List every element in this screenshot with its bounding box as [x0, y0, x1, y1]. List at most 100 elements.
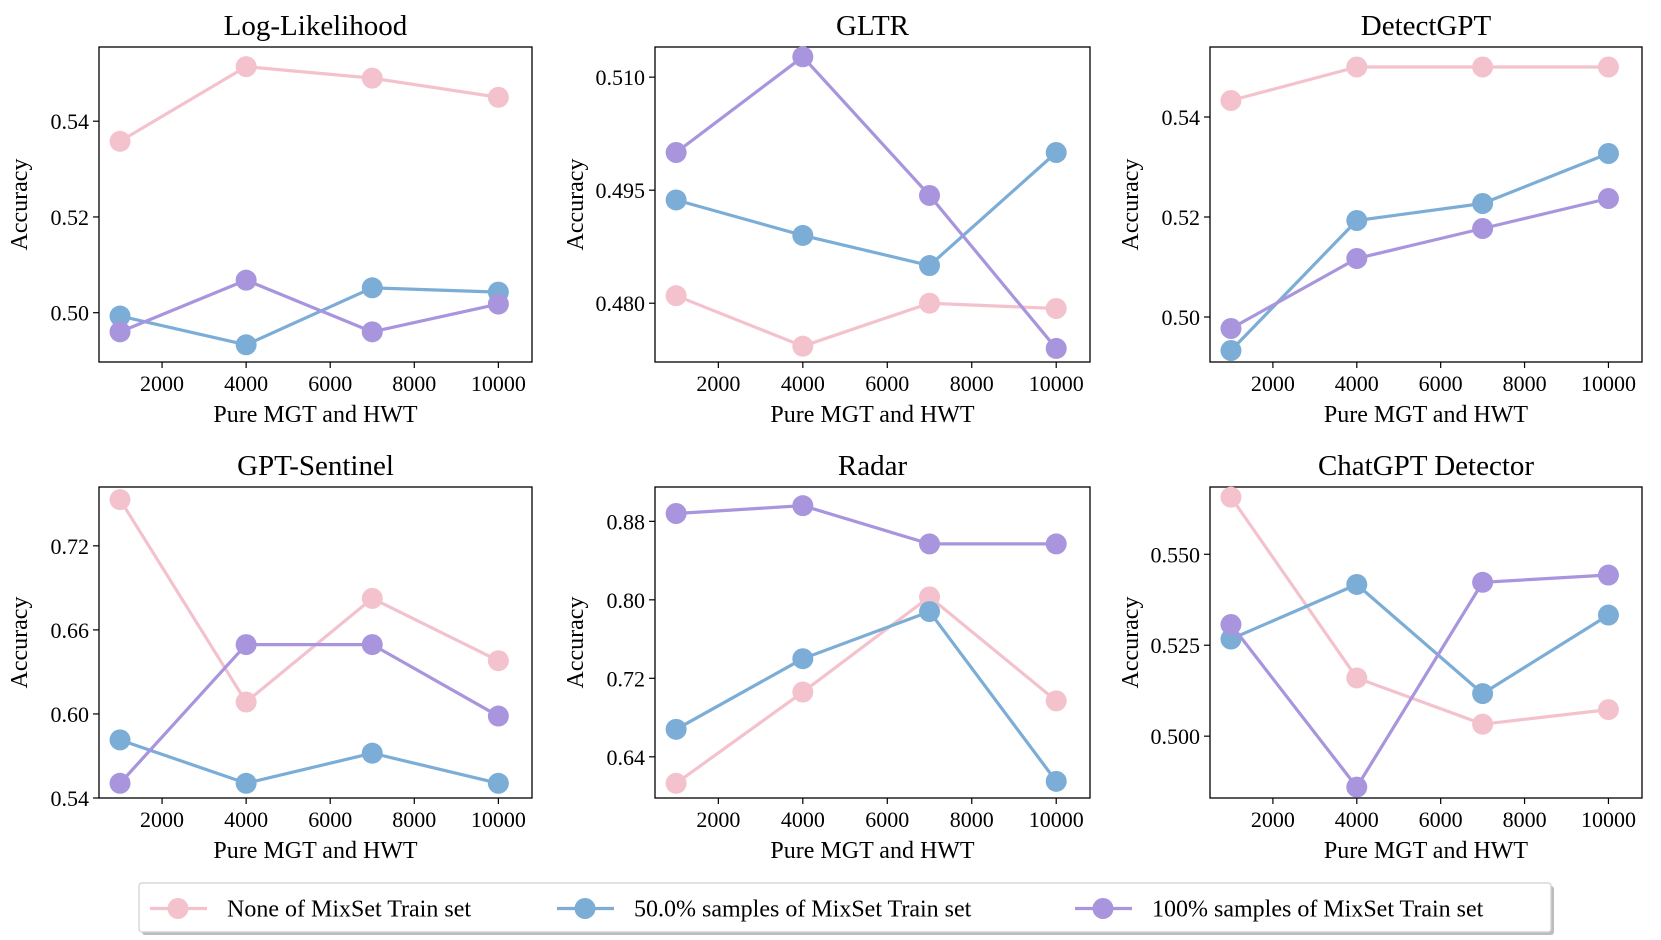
data-point-half: [361, 277, 383, 299]
y-axis-label: Accuracy: [563, 597, 589, 689]
axes-frame: [1209, 486, 1643, 799]
data-point-full: [1346, 248, 1368, 269]
y-tick-label: 0.52: [1162, 205, 1201, 230]
data-point-half: [235, 772, 257, 794]
x-tick-label: 10000: [471, 807, 526, 832]
series-line-full: [1229, 573, 1609, 789]
x-tick-label: 6000: [865, 807, 909, 832]
series-line-half: [675, 151, 1058, 268]
x-tick-label: 10000: [1581, 807, 1636, 832]
chart-title: ChatGPT Detector: [1318, 450, 1534, 482]
y-tick-label: 0.60: [51, 702, 90, 727]
y-tick-label: 0.495: [596, 178, 646, 203]
x-tick-label: 4000: [224, 371, 268, 396]
axes-frame: [1209, 46, 1643, 363]
chart-title: GLTR: [836, 10, 910, 42]
x-tick-label: 6000: [1419, 807, 1463, 832]
data-point-none: [665, 772, 687, 794]
data-point-half: [665, 718, 687, 740]
data-point-none: [487, 86, 509, 108]
y-tick-label: 0.88: [607, 509, 646, 534]
data-point-half: [792, 224, 814, 246]
chart-title: Log-Likelihood: [224, 10, 408, 42]
legend-box: [138, 882, 1552, 933]
data-point-half: [1472, 683, 1494, 705]
series-line-full: [1230, 196, 1609, 330]
legend-item-half: 50.0% samples of MixSet Train set: [557, 897, 972, 923]
data-point-none: [1346, 667, 1368, 689]
x-tick-label: 10000: [471, 371, 526, 396]
x-tick-label: 2000: [140, 371, 184, 396]
x-tick-label: 8000: [392, 807, 436, 832]
x-tick-label: 2000: [1251, 807, 1295, 832]
data-point-none: [109, 130, 131, 152]
axes-frame: [98, 486, 533, 799]
series-line-half: [675, 609, 1058, 783]
series-line-none: [675, 595, 1058, 785]
x-axis-label: Pure MGT and HWT: [770, 838, 975, 864]
axes-frame: [654, 46, 1091, 363]
y-axis-label: Accuracy: [563, 159, 589, 251]
data-point-half: [665, 189, 687, 211]
legend-marker: [167, 898, 189, 919]
data-point-none: [919, 586, 941, 608]
x-tick-label: 2000: [696, 807, 740, 832]
data-point-full: [361, 634, 383, 656]
x-tick-label: 4000: [1335, 807, 1379, 832]
data-point-full: [1220, 318, 1242, 339]
legend-label: None of MixSet Train set: [227, 897, 471, 923]
x-tick-label: 10000: [1029, 807, 1084, 832]
series-line-none: [118, 498, 500, 704]
data-point-full: [1045, 337, 1067, 359]
series-line-none: [1229, 496, 1609, 726]
data-point-full: [235, 634, 257, 656]
x-tick-label: 4000: [224, 807, 268, 832]
x-tick-label: 6000: [1419, 371, 1463, 396]
chart-title: DetectGPT: [1361, 10, 1492, 42]
data-point-half: [1597, 604, 1619, 626]
x-tick-label: 10000: [1029, 371, 1084, 396]
data-point-none: [1220, 90, 1242, 111]
series-line-none: [675, 294, 1057, 348]
y-tick-label: 0.550: [1151, 542, 1201, 567]
data-point-full: [109, 772, 131, 794]
data-point-full: [919, 184, 941, 206]
x-tick-label: 8000: [1503, 807, 1547, 832]
data-point-full: [1597, 564, 1619, 586]
y-tick-label: 0.480: [596, 291, 646, 316]
y-tick-label: 0.525: [1151, 633, 1201, 658]
data-point-full: [487, 705, 509, 727]
x-tick-label: 2000: [140, 807, 184, 832]
data-point-half: [109, 729, 131, 751]
data-point-none: [361, 67, 383, 89]
series-line-none: [119, 65, 499, 143]
y-axis-label: Accuracy: [1118, 597, 1144, 689]
data-point-none: [1472, 713, 1494, 735]
data-point-none: [235, 691, 257, 713]
x-tick-label: 8000: [1503, 371, 1547, 396]
x-tick-label: 2000: [1251, 371, 1295, 396]
chart-chatgpt-detector: ChatGPT Detector 2000 4000 6000 8000 10000 0.5…: [1118, 450, 1643, 864]
y-tick-label: 0.510: [596, 65, 646, 90]
chart-gltr: GLTR 2000 4000 6000 8000 10000 0.480 0.495 0.510…: [563, 10, 1091, 428]
axes-frame: [654, 486, 1091, 799]
data-point-none: [1472, 56, 1494, 78]
data-point-half: [109, 305, 131, 327]
data-point-half: [1346, 210, 1368, 231]
series-line-full: [676, 504, 1057, 546]
x-tick-label: 4000: [781, 807, 825, 832]
y-tick-label: 0.500: [1151, 724, 1201, 749]
x-axis-label: Pure MGT and HWT: [1324, 838, 1529, 864]
data-point-none: [919, 292, 941, 314]
series-line-full: [119, 278, 499, 334]
data-point-none: [1220, 486, 1242, 508]
data-point-half: [1045, 142, 1067, 164]
x-axis-label: Pure MGT and HWT: [1324, 402, 1529, 428]
data-point-full: [665, 502, 687, 524]
data-point-none: [361, 587, 383, 609]
data-point-half: [792, 648, 814, 670]
data-point-full: [919, 533, 941, 555]
y-tick-label: 0.52: [51, 205, 90, 230]
x-tick-label: 6000: [308, 807, 352, 832]
x-tick-label: 10000: [1581, 371, 1636, 396]
